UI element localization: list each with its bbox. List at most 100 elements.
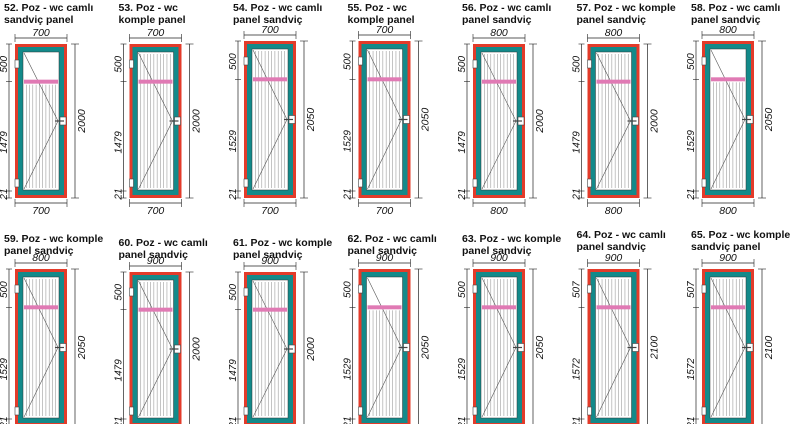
opening-line <box>23 277 59 348</box>
opening-line <box>710 347 746 418</box>
door-panel <box>366 48 403 191</box>
door-panel <box>595 276 632 419</box>
door-title: 54. Poz - wc camlı panel sandviç <box>233 2 323 26</box>
bottom_dim-label: 21 <box>228 188 239 200</box>
bottom-width-label: 800 <box>719 205 737 217</box>
top-width-label: 900 <box>490 252 508 264</box>
transom-bar <box>596 305 631 310</box>
hinge-icon <box>472 59 478 69</box>
opening-line <box>367 277 402 348</box>
transom-bar <box>711 77 745 82</box>
opening-line <box>252 119 288 190</box>
hinge-icon <box>14 284 20 294</box>
bottom_dim-label: 21 <box>572 416 583 424</box>
door-panel <box>366 276 403 419</box>
opening-line <box>481 277 517 348</box>
bottom_dim-label: 21 <box>343 188 354 200</box>
height-label: 2100 <box>763 336 775 361</box>
door-diagram: 700 700 2050 500 1529 21 <box>228 24 317 217</box>
top_dim-label: 500 <box>114 284 125 301</box>
top_dim-label: 500 <box>572 56 583 73</box>
top_dim-label: 500 <box>228 284 239 301</box>
bottom_dim-label: 21 <box>0 416 10 424</box>
bottom-width-label: 800 <box>490 205 508 217</box>
top_dim-label: 500 <box>457 56 468 73</box>
top-width-label: 900 <box>719 252 737 264</box>
bottom_dim-label: 21 <box>686 416 697 424</box>
bottom-width-label: 700 <box>261 205 279 217</box>
hinge-icon <box>129 59 134 69</box>
hinge-icon <box>358 178 363 188</box>
top_dim-label: 500 <box>228 53 239 70</box>
transom-bar <box>138 79 173 84</box>
door-title: 52. Poz - wc camlı sandviç panel <box>4 2 94 26</box>
hinge-icon <box>243 406 249 416</box>
top_dim-label: 500 <box>343 281 354 298</box>
door-title: 62. Poz - wc camlı panel sandviç <box>347 233 437 257</box>
bottom-width-label: 800 <box>605 205 623 217</box>
door-diagram: 700 700 2000 500 1479 21 <box>0 27 88 217</box>
door-title: 65. Poz - wc komple sandviç panel <box>691 229 791 253</box>
transom-bar <box>367 305 402 310</box>
mid_dim-label: 1529 <box>686 130 697 153</box>
hinge-icon <box>129 178 134 188</box>
bottom-width-label: 700 <box>147 205 165 217</box>
top-width-label: 700 <box>32 27 50 39</box>
hinge-icon <box>587 178 592 188</box>
hinge-icon <box>243 56 249 66</box>
door-panel <box>595 51 632 191</box>
door-diagram: 9009002050500152921 <box>457 252 546 424</box>
opening-line <box>23 347 59 418</box>
mid_dim-label: 1479 <box>114 359 125 382</box>
opening-line <box>252 49 288 120</box>
opening-line <box>596 347 631 418</box>
door-panel <box>22 51 60 191</box>
height-label: 2000 <box>305 337 317 362</box>
hinge-icon <box>129 406 134 416</box>
opening-line <box>367 119 402 190</box>
opening-line <box>138 348 173 418</box>
hinge-icon <box>358 56 363 66</box>
door-title: 60. Poz - wc camlı panel sandviç <box>118 237 208 261</box>
opening-line <box>367 49 402 120</box>
door-title: 56. Poz - wc camlı panel sandviç <box>462 2 552 26</box>
mid_dim-label: 1572 <box>572 358 583 381</box>
door-title: 64. Poz - wc camlı panel sandviç <box>576 229 666 253</box>
transom-bar <box>367 77 402 82</box>
opening-line <box>481 52 517 122</box>
top_dim-label: 500 <box>343 53 354 70</box>
door-panel <box>251 48 289 191</box>
opening-line <box>138 280 173 350</box>
door-diagram: 9009002050500152921 <box>343 252 432 424</box>
opening-line <box>710 49 746 120</box>
hinge-icon <box>587 59 592 69</box>
door-panel <box>480 276 518 419</box>
mid_dim-label: 1479 <box>114 131 125 154</box>
hinge-icon <box>243 178 249 188</box>
top-width-label: 800 <box>32 252 50 264</box>
hinge-icon <box>14 59 20 69</box>
top_dim-label: 500 <box>686 53 697 70</box>
mid_dim-label: 1529 <box>457 358 468 381</box>
door-panel <box>251 279 289 419</box>
opening-line <box>596 120 631 190</box>
door-title: 61. Poz - wc komple panel sandviç <box>233 237 333 261</box>
mid_dim-label: 1479 <box>457 131 468 154</box>
hinge-icon <box>587 284 592 294</box>
opening-line <box>252 348 288 418</box>
top-width-label: 700 <box>261 24 279 36</box>
door-diagram: 9009002000500147921 <box>228 255 317 424</box>
mid_dim-label: 1479 <box>572 131 583 154</box>
top-width-label: 800 <box>490 27 508 39</box>
transom-bar <box>253 77 287 82</box>
hinge-icon <box>14 178 20 188</box>
opening-line <box>252 280 288 350</box>
mid_dim-label: 1529 <box>343 130 354 153</box>
door-panel <box>137 51 174 191</box>
top_dim-label: 500 <box>114 56 125 73</box>
hinge-icon <box>701 56 707 66</box>
transom-bar <box>596 79 631 84</box>
height-label: 2050 <box>420 108 432 133</box>
opening-line <box>596 277 631 348</box>
bottom_dim-label: 21 <box>343 416 354 424</box>
